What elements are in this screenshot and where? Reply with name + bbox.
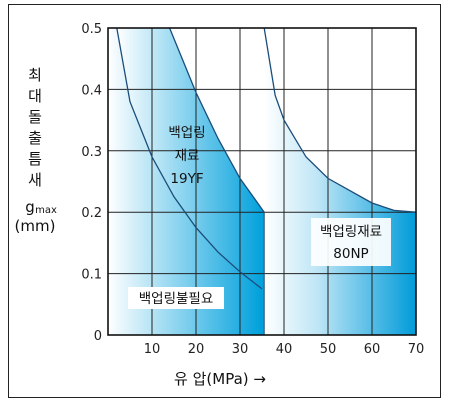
x-axis-label: 유 압(MPa) → <box>174 370 266 388</box>
boundary-curves <box>116 27 417 335</box>
x-tick-0: 10 <box>144 342 161 357</box>
y-tick-0: 0 <box>94 329 102 344</box>
x-tick-5: 60 <box>364 342 381 357</box>
region-no-backup-fill <box>108 28 262 335</box>
y-tick-4: 0.4 <box>81 83 102 98</box>
y-tick-1: 0.1 <box>81 268 102 283</box>
x-tick-3: 40 <box>276 342 293 357</box>
plot-border <box>107 27 417 336</box>
region-80np-fill <box>264 28 416 335</box>
x-tick-6: 70 <box>408 342 425 357</box>
x-tick-labels: 10 20 30 40 50 60 70 <box>144 342 425 357</box>
y-axis-label-4: 출 <box>28 129 42 147</box>
y-axis-label-2: 대 <box>28 87 42 105</box>
y-axis-symbol: g <box>25 198 35 216</box>
y-axis-symbol-sub: max <box>35 205 57 216</box>
label-80np: 백업링재료 80NP <box>311 218 391 266</box>
label-no-backup: 백업링불필요 <box>128 287 224 309</box>
region-label-no-backup: 백업링불필요 <box>139 291 214 307</box>
y-tick-2: 0.2 <box>81 206 102 221</box>
y-tick-labels: 0 0.1 0.2 0.3 0.4 0.5 <box>81 22 102 344</box>
y-axis-label-1: 최 <box>28 66 42 84</box>
y-tick-5: 0.5 <box>81 22 102 37</box>
label-19yf: 백업링 재료 19YF <box>168 125 205 187</box>
y-axis-label-5: 틈 <box>28 150 42 168</box>
axes <box>107 27 417 336</box>
x-tick-2: 30 <box>232 342 249 357</box>
region-label-19yf-line3: 19YF <box>170 171 203 187</box>
y-axis-unit: (mm) <box>15 217 56 235</box>
x-tick-1: 20 <box>188 342 205 357</box>
region-label-19yf-line2: 재료 <box>175 148 200 164</box>
curve-no-backup <box>116 27 263 290</box>
chart-frame <box>8 4 441 398</box>
region-label-80np-line2: 80NP <box>333 246 368 262</box>
curve-19yf <box>168 27 265 213</box>
y-axis-label-6: 새 <box>28 171 42 189</box>
curve-80np <box>263 27 417 213</box>
y-tick-3: 0.3 <box>81 145 102 160</box>
region-label-80np-line1: 백업링재료 <box>320 224 382 240</box>
region-label-19yf-line1: 백업링 <box>168 125 205 141</box>
y-axis-label-3: 돌 <box>28 108 42 126</box>
y-axis-label: 최 대 돌 출 틈 새 g max (mm) <box>15 66 57 235</box>
region-19yf-fill <box>116 28 265 335</box>
x-tick-4: 50 <box>320 342 337 357</box>
